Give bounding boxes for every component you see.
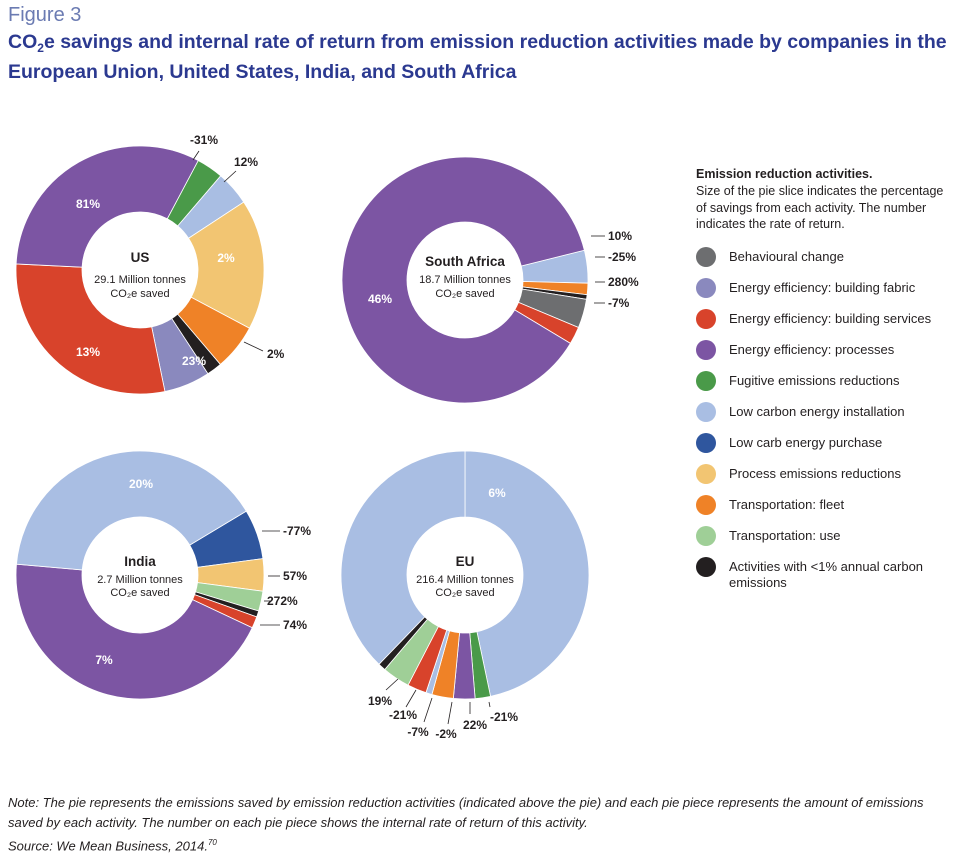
legend-heading: Emission reduction activities. <box>696 167 873 181</box>
slice-label: -77% <box>283 524 311 538</box>
center-subtitle-line2: CO₂e saved <box>435 587 494 599</box>
legend-item-processes: Energy efficiency: processes <box>696 339 958 373</box>
legend-swatch <box>696 556 716 577</box>
pie-chart-us: -31% 12% 2% 2% 23% 13% 81% US 29.1 Million tonne… <box>15 133 285 395</box>
legend-list: Behavioural change Energy efficiency: bui… <box>696 246 958 590</box>
leader-line <box>447 701 453 725</box>
pie-slice <box>15 263 166 395</box>
slice-label: 57% <box>283 569 307 583</box>
leader-line <box>405 689 417 708</box>
legend-swatch <box>696 525 716 546</box>
legend-swatch <box>696 401 716 422</box>
slice-label: 2% <box>217 251 235 265</box>
legend-item-building_services: Energy efficiency: building services <box>696 308 958 342</box>
legend-swatch <box>696 246 716 267</box>
legend-swatch <box>696 308 716 329</box>
slice-label: 6% <box>488 486 506 500</box>
center-label: India <box>124 554 156 569</box>
legend-label: Transportation: use <box>729 527 841 543</box>
legend-swatch <box>696 463 716 484</box>
legend-swatch <box>696 494 716 515</box>
slice-label: 20% <box>129 477 153 491</box>
slice-label: -7% <box>608 296 630 310</box>
slice-label: 13% <box>76 345 100 359</box>
legend-label: Transportation: fleet <box>729 496 845 512</box>
legend-label: Energy efficiency: processes <box>729 341 895 357</box>
note: Note: The pie represents the emissions s… <box>8 795 924 830</box>
slice-label: 22% <box>463 718 487 732</box>
leader-line <box>223 170 237 183</box>
leader-line <box>423 697 433 723</box>
slice-label: 46% <box>368 292 392 306</box>
slice-label: 74% <box>283 618 307 632</box>
slice-label: -31% <box>190 133 218 147</box>
legend-label: Low carb energy purchase <box>729 434 883 450</box>
legend-label: Fugitive emissions reductions <box>729 372 900 388</box>
slice-label: 280% <box>608 275 639 289</box>
pie-slice <box>187 201 265 329</box>
slice-label: -21% <box>490 710 518 724</box>
center-subtitle-line1: 29.1 Million tonnes <box>94 274 186 286</box>
pie-slice <box>16 450 247 571</box>
center-label: US <box>131 250 150 265</box>
center-subtitle-line2: CO₂e saved <box>110 587 169 599</box>
legend-item-low_carbon_install: Low carbon energy installation <box>696 401 958 435</box>
legend-label: Process emissions reductions <box>729 465 901 481</box>
legend-label: Low carbon energy installation <box>729 403 905 419</box>
legend-swatch <box>696 277 716 298</box>
center-subtitle-line1: 2.7 Million tonnes <box>97 574 183 586</box>
pie-slice <box>340 450 466 665</box>
slice-label: -21% <box>389 708 417 722</box>
legend-swatch <box>696 432 716 453</box>
legend-swatch <box>696 370 716 391</box>
slice-label: 12% <box>234 155 258 169</box>
slice-label: 7% <box>95 653 113 667</box>
legend-item-fugitive: Fugitive emissions reductions <box>696 370 958 404</box>
legend-item-fleet: Transportation: fleet <box>696 494 958 528</box>
legend-item-building_fabric: Energy efficiency: building fabric <box>696 277 958 311</box>
slice-label: 272% <box>267 594 298 608</box>
pie-chart-south-africa: 10% -25% 280% -7% 46% South Africa 18.7 Millio… <box>341 156 639 404</box>
legend-item-transport_use: Transportation: use <box>696 525 958 559</box>
leader-line <box>192 150 200 161</box>
slice-label: 81% <box>76 197 100 211</box>
slice-label: 19% <box>368 694 392 708</box>
slice-label: -25% <box>608 250 636 264</box>
chart-title: CO2e savings and internal rate of return… <box>8 31 947 83</box>
legend-item-behavioural: Behavioural change <box>696 246 958 280</box>
figure-label: Figure 3 <box>8 4 82 26</box>
leader-line <box>243 341 264 352</box>
pie-slice <box>341 156 585 404</box>
legend-description: Size of the pie slice indicates the perc… <box>696 184 944 231</box>
legend-label: Energy efficiency: building services <box>729 310 932 326</box>
center-label: EU <box>456 554 475 569</box>
slice-label: 23% <box>182 354 206 368</box>
slice-label: 10% <box>608 229 632 243</box>
pie-slice <box>15 145 199 268</box>
legend-label: Energy efficiency: building fabric <box>729 279 916 295</box>
center-subtitle-line1: 216.4 Million tonnes <box>416 574 514 586</box>
legend-label: Behavioural change <box>729 248 844 264</box>
legend-item-low_carb_purchase: Low carb energy purchase <box>696 432 958 466</box>
center-subtitle-line2: CO₂e saved <box>435 288 494 300</box>
legend: Emission reduction activities. Size of t… <box>696 166 958 590</box>
pie-chart-india: -77% 57% 272% 74% 7% 20% India 2.7 Million tonn… <box>15 450 311 700</box>
slice-label: -2% <box>435 727 457 741</box>
leader-line <box>385 678 399 691</box>
legend-swatch <box>696 339 716 360</box>
center-subtitle-line2: CO₂e saved <box>110 288 169 300</box>
legend-label: Activities with <1% annual carbon emissi… <box>729 558 924 590</box>
legend-item-lt1: Activities with <1% annual carbon emissi… <box>696 556 958 590</box>
slice-label: -7% <box>407 725 429 739</box>
pie-slice <box>15 563 253 700</box>
legend-item-process_emissions: Process emissions reductions <box>696 463 958 497</box>
leader-line <box>488 701 491 708</box>
center-subtitle-line1: 18.7 Million tonnes <box>419 274 511 286</box>
charts-area: -31% 12% 2% 2% 23% 13% 81% US 29.1 Million tonne… <box>15 133 639 741</box>
source: Source: We Mean Business, 2014.70 <box>8 838 217 854</box>
pie-slice <box>464 450 590 697</box>
center-label: South Africa <box>425 254 505 269</box>
slice-label: 2% <box>267 347 285 361</box>
